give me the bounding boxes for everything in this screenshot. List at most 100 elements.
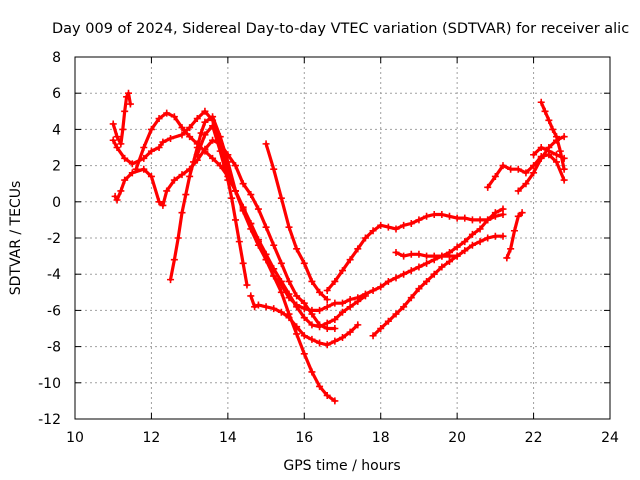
data-point <box>113 196 121 204</box>
x-tick-label: 20 <box>448 430 466 446</box>
data-point <box>239 259 247 267</box>
series-line <box>505 211 524 260</box>
series-arc-10 <box>369 232 507 340</box>
data-point <box>316 382 324 390</box>
data-point <box>308 335 316 343</box>
data-point <box>155 198 163 206</box>
data-point <box>178 171 186 179</box>
data-point <box>507 165 515 173</box>
data-point <box>132 165 140 173</box>
data-point <box>113 144 121 151</box>
data-point <box>239 205 247 213</box>
data-point <box>235 238 243 246</box>
series-arc-8 <box>262 140 331 304</box>
data-point <box>400 252 408 260</box>
data-point <box>453 243 461 251</box>
data-point <box>560 154 568 162</box>
data-point <box>232 187 239 195</box>
data-point <box>155 144 163 151</box>
data-point <box>537 154 545 162</box>
series-line <box>249 294 360 347</box>
series-arc-1 <box>109 89 134 148</box>
data-point <box>453 252 461 260</box>
series-arc-7 <box>247 292 362 349</box>
data-point <box>109 120 117 128</box>
data-point <box>407 294 415 302</box>
data-point <box>560 133 568 141</box>
data-point <box>262 223 270 231</box>
y-axis-label: SDTVAR / TECUs <box>8 181 24 296</box>
data-point <box>293 292 301 300</box>
data-point <box>140 165 148 173</box>
series-arc-15 <box>537 98 568 173</box>
data-point <box>186 172 194 180</box>
data-point <box>293 303 301 311</box>
data-point <box>186 124 194 132</box>
data-point <box>514 187 522 195</box>
data-point <box>170 113 178 121</box>
data-point <box>354 245 362 253</box>
data-point <box>270 165 278 173</box>
data-point <box>178 209 186 217</box>
data-point <box>117 187 125 195</box>
series-line <box>325 212 505 293</box>
data-point <box>384 223 392 231</box>
data-point <box>316 323 324 331</box>
data-point <box>499 210 507 218</box>
data-point <box>392 248 400 256</box>
data-point <box>468 230 476 238</box>
data-point <box>285 314 293 322</box>
data-point <box>270 272 278 280</box>
y-tick-label: 6 <box>52 86 61 102</box>
data-point <box>331 337 339 345</box>
y-tick-labels: -12 -10 -8 -6 -4 -2 0 2 4 6 8 <box>38 50 61 428</box>
data-point <box>530 169 538 177</box>
grid <box>75 57 610 419</box>
data-point <box>438 252 446 260</box>
data-point <box>491 212 499 220</box>
data-point <box>545 147 553 155</box>
series-arc-14 <box>514 133 568 195</box>
data-point <box>243 281 251 289</box>
data-point <box>232 216 239 224</box>
data-point <box>300 299 308 307</box>
data-point <box>308 321 316 329</box>
data-point <box>415 285 423 293</box>
data-point <box>423 212 431 220</box>
series-arc-6 <box>193 122 251 289</box>
data-point <box>549 125 557 133</box>
data-point <box>285 223 293 231</box>
data-point <box>147 172 155 180</box>
data-point <box>476 238 484 246</box>
data-point <box>293 323 301 331</box>
data-point <box>369 332 377 340</box>
data-point <box>553 151 560 159</box>
data-point <box>415 263 423 271</box>
data-point <box>128 160 136 168</box>
data-point <box>163 109 171 117</box>
data-point <box>423 277 431 285</box>
data-point <box>545 116 553 124</box>
data-point <box>126 100 134 108</box>
series-arc-13 <box>503 209 526 262</box>
data-point <box>438 210 446 218</box>
data-point <box>159 138 167 146</box>
data-point <box>163 187 171 195</box>
data-point <box>323 296 331 304</box>
data-point <box>369 227 377 235</box>
data-point <box>560 176 568 184</box>
data-point <box>293 330 301 338</box>
data-point <box>262 140 270 148</box>
data-point <box>277 194 285 202</box>
y-tick-label: 8 <box>52 50 61 66</box>
y-tick-label: -6 <box>47 303 61 319</box>
series-line <box>371 234 505 338</box>
series-arc-12 <box>484 151 568 191</box>
data-point <box>277 259 285 267</box>
data-point <box>384 317 392 325</box>
data-point <box>430 210 438 218</box>
data-point <box>277 308 285 316</box>
data-point <box>430 270 438 278</box>
data-point <box>262 303 270 311</box>
